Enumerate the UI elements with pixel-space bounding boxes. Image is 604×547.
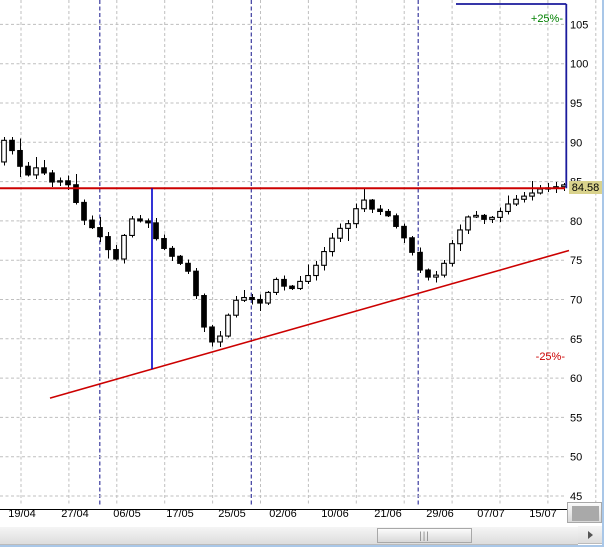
svg-text:100: 100 (570, 59, 588, 71)
svg-text:75: 75 (570, 255, 582, 267)
svg-text:90: 90 (570, 137, 582, 149)
svg-text:60: 60 (570, 373, 582, 385)
svg-text:70: 70 (570, 295, 582, 307)
svg-text:-25%-: -25%- (536, 351, 566, 363)
svg-text:80: 80 (570, 216, 582, 228)
svg-text:+25%-: +25%- (531, 13, 563, 25)
svg-text:50: 50 (570, 452, 582, 464)
svg-text:84.58: 84.58 (572, 182, 600, 194)
svg-text:95: 95 (570, 98, 582, 110)
svg-text:65: 65 (570, 334, 582, 346)
svg-text:55: 55 (570, 412, 582, 424)
svg-text:105: 105 (570, 19, 588, 31)
